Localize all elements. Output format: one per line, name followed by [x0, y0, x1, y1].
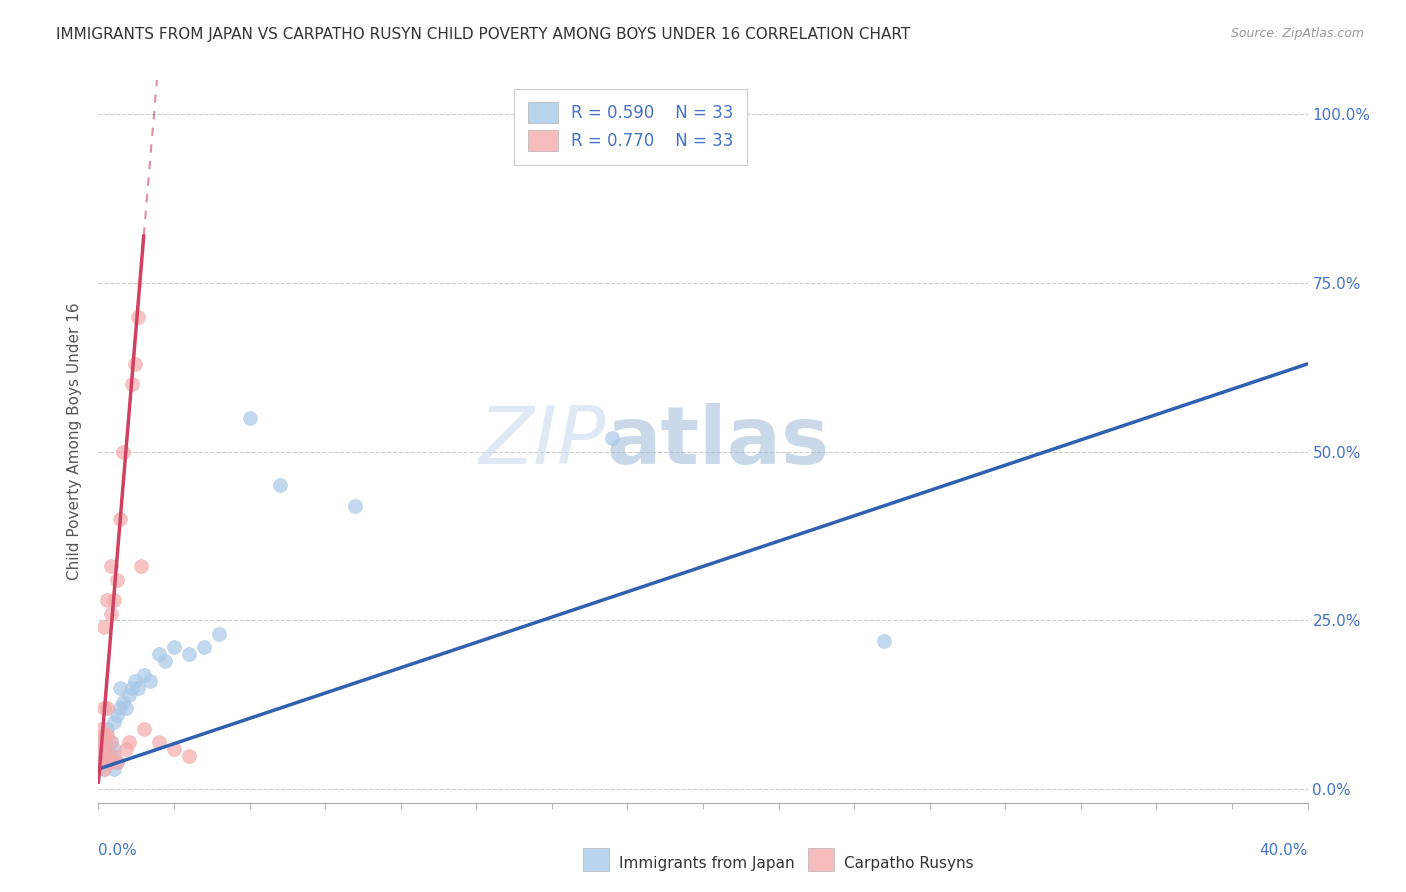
Text: 40.0%: 40.0%	[1260, 843, 1308, 857]
Point	[239, 411, 262, 425]
Point	[96, 756, 118, 770]
Point	[108, 681, 131, 695]
Point	[105, 756, 128, 770]
Point	[124, 357, 146, 371]
Y-axis label: Child Poverty Among Boys Under 16: Child Poverty Among Boys Under 16	[67, 302, 83, 581]
Point	[121, 377, 143, 392]
Text: Immigrants from Japan: Immigrants from Japan	[619, 856, 794, 871]
Point	[105, 573, 128, 587]
Point	[179, 748, 201, 763]
Point	[163, 640, 186, 655]
Point	[129, 559, 152, 574]
Point	[90, 748, 112, 763]
Point	[96, 748, 118, 763]
Point	[93, 762, 115, 776]
Point	[96, 728, 118, 742]
Point	[111, 444, 134, 458]
Point	[96, 722, 118, 736]
Point	[127, 310, 149, 324]
Point	[105, 756, 128, 770]
Point	[873, 633, 896, 648]
Text: 0.0%: 0.0%	[98, 843, 138, 857]
Point	[103, 748, 125, 763]
Point	[93, 762, 115, 776]
Text: IMMIGRANTS FROM JAPAN VS CARPATHO RUSYN CHILD POVERTY AMONG BOYS UNDER 16 CORREL: IMMIGRANTS FROM JAPAN VS CARPATHO RUSYN …	[56, 27, 911, 42]
Point	[90, 756, 112, 770]
Point	[132, 722, 155, 736]
Point	[139, 674, 162, 689]
Point	[100, 748, 122, 763]
Point	[118, 735, 141, 749]
Point	[269, 478, 291, 492]
Point	[153, 654, 176, 668]
Point	[132, 667, 155, 681]
Point	[111, 694, 134, 708]
Point	[602, 431, 624, 445]
Point	[103, 714, 125, 729]
Point	[103, 762, 125, 776]
Point	[105, 708, 128, 723]
Point	[193, 640, 215, 655]
Point	[103, 741, 125, 756]
Point	[124, 674, 146, 689]
Point	[148, 735, 170, 749]
Point	[90, 735, 112, 749]
Point	[100, 735, 122, 749]
Point	[90, 756, 112, 770]
Point	[100, 559, 122, 574]
Text: ZIP: ZIP	[479, 402, 606, 481]
Point	[114, 741, 136, 756]
Point	[148, 647, 170, 661]
Point	[108, 512, 131, 526]
Point	[90, 722, 112, 736]
Point	[93, 701, 115, 715]
Point	[208, 627, 231, 641]
Point	[108, 701, 131, 715]
Point	[96, 593, 118, 607]
Point	[96, 701, 118, 715]
Text: Carpatho Rusyns: Carpatho Rusyns	[844, 856, 973, 871]
Point	[344, 499, 367, 513]
Point	[121, 681, 143, 695]
Point	[179, 647, 201, 661]
Point	[100, 735, 122, 749]
Text: atlas: atlas	[606, 402, 830, 481]
Point	[93, 728, 115, 742]
Point	[114, 701, 136, 715]
Point	[118, 688, 141, 702]
Point	[163, 741, 186, 756]
Point	[93, 620, 115, 634]
Point	[93, 741, 115, 756]
Point	[100, 756, 122, 770]
Point	[103, 593, 125, 607]
Text: Source: ZipAtlas.com: Source: ZipAtlas.com	[1230, 27, 1364, 40]
Point	[93, 735, 115, 749]
Point	[127, 681, 149, 695]
Point	[100, 607, 122, 621]
Legend: R = 0.590    N = 33, R = 0.770    N = 33: R = 0.590 N = 33, R = 0.770 N = 33	[515, 88, 747, 165]
